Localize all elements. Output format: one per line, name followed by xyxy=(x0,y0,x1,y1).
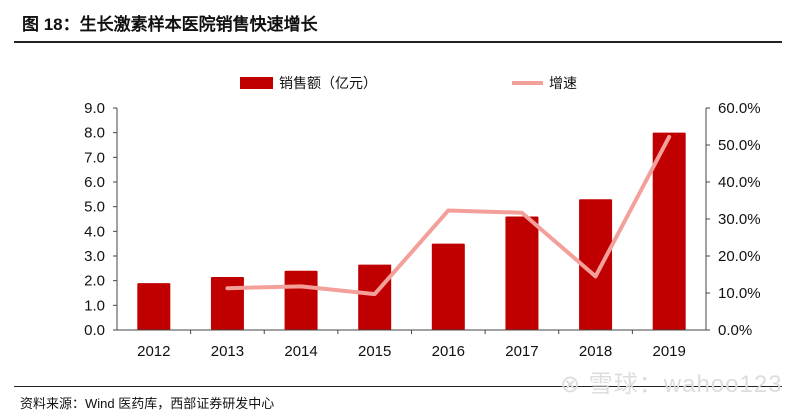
x-tick-label: 2017 xyxy=(505,343,538,360)
left-tick-label: 8.0 xyxy=(84,125,105,142)
source-note: 资料来源：Wind 医药库，西部证券研发中心 xyxy=(20,393,274,412)
x-tick-label: 2016 xyxy=(432,343,465,360)
x-tick-label: 2012 xyxy=(137,343,170,360)
right-tick-label: 60.0% xyxy=(718,100,761,117)
left-tick-label: 7.0 xyxy=(84,149,105,166)
chart: 0.0 1.0 2.0 3.0 4.0 5.0 6.0 7.0 8.0 9.0 0.0% 10.0% 2… xyxy=(0,0,800,380)
bar-2012 xyxy=(137,283,170,330)
left-tick-label: 6.0 xyxy=(84,174,105,191)
x-tick-label: 2019 xyxy=(653,343,686,360)
x-tick-label: 2014 xyxy=(284,343,317,360)
right-tick-label: 10.0% xyxy=(718,285,761,302)
left-tick-label: 5.0 xyxy=(84,199,105,216)
legend-label-sales: 销售额（亿元） xyxy=(279,75,377,91)
legend-swatch-sales xyxy=(240,77,273,89)
bar-2016 xyxy=(432,244,465,330)
left-tick-label: 4.0 xyxy=(84,223,105,240)
bar-2015 xyxy=(358,265,391,330)
right-tick-label: 40.0% xyxy=(718,174,761,191)
right-tick-label: 0.0% xyxy=(718,322,752,339)
right-tick-label: 50.0% xyxy=(718,137,761,154)
bar-2013 xyxy=(211,277,244,330)
legend-label-growth: 增速 xyxy=(549,75,577,91)
left-tick-label: 1.0 xyxy=(84,297,105,314)
left-tick-label: 9.0 xyxy=(84,100,105,117)
x-tick-label: 2015 xyxy=(358,343,391,360)
x-tick-label: 2013 xyxy=(211,343,244,360)
bar-2014 xyxy=(285,271,318,330)
right-tick-label: 20.0% xyxy=(718,248,761,265)
x-tick-label: 2018 xyxy=(579,343,612,360)
bar-2017 xyxy=(505,217,538,330)
left-tick-label: 0.0 xyxy=(84,322,105,339)
watermark-logo: ⊗ 雪球：wahoo123 xyxy=(560,364,783,399)
left-tick-label: 2.0 xyxy=(84,273,105,290)
left-tick-label: 3.0 xyxy=(84,248,105,265)
right-tick-label: 30.0% xyxy=(718,211,761,228)
